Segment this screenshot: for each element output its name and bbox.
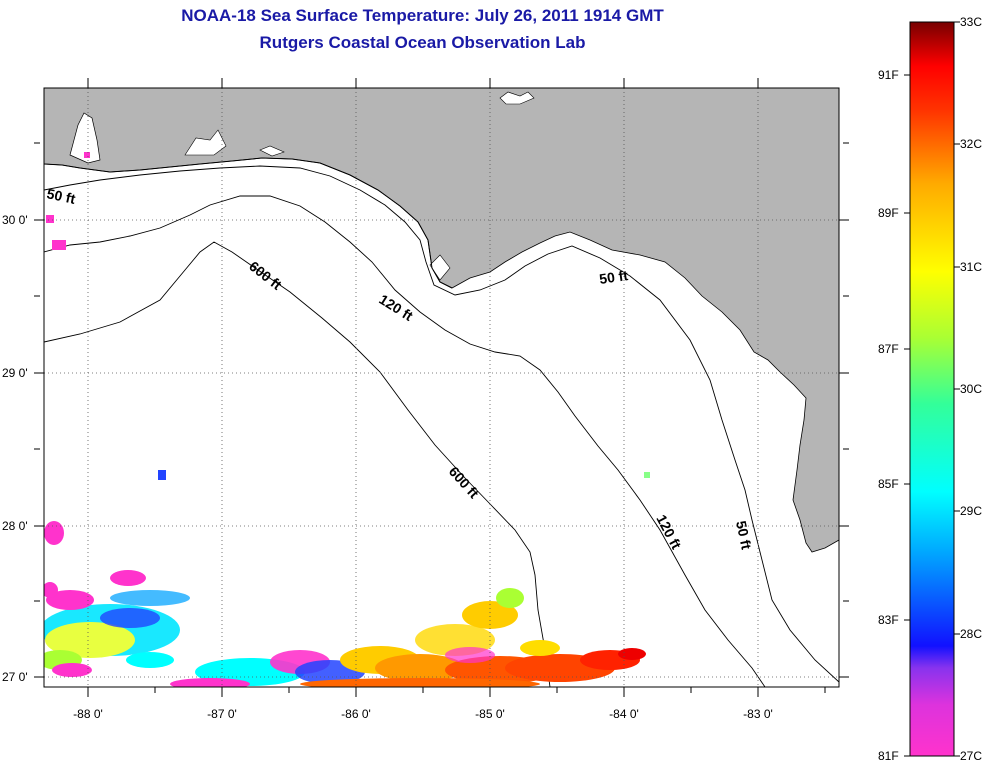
- axis-ticks: [34, 78, 849, 697]
- lon-label: -88 0': [73, 707, 103, 721]
- map-title: NOAA-18 Sea Surface Temperature: July 26…: [181, 6, 664, 25]
- colorbar-fahrenheit-label: 85F: [878, 477, 899, 491]
- colorbar-celsius-label: 28C: [960, 627, 982, 641]
- map-subtitle: Rutgers Coastal Ocean Observation Lab: [259, 33, 586, 52]
- isobath-600ft: [44, 241, 551, 687]
- colorbar-celsius-label: 32C: [960, 137, 982, 151]
- colorbar-ticks: [904, 21, 960, 757]
- lon-label: -87 0': [207, 707, 237, 721]
- graticule: [44, 88, 839, 687]
- sst-patches: [44, 152, 650, 687]
- colorbar-fahrenheit-label: 87F: [878, 342, 899, 356]
- mobile-bay: [69, 112, 101, 164]
- colorbar-celsius-label: 27C: [960, 749, 982, 763]
- lon-label: -85 0': [475, 707, 505, 721]
- lat-label: 28 0': [2, 519, 28, 533]
- colorbar: [909, 21, 955, 757]
- map-frame: [43, 87, 840, 688]
- lat-label: 30 0': [2, 213, 28, 227]
- colorbar-fahrenheit-label: 89F: [878, 206, 899, 220]
- lon-label: -83 0': [743, 707, 773, 721]
- isobath-label: 50 ft: [45, 185, 77, 207]
- lat-label: 29 0': [2, 366, 28, 380]
- coastline: [44, 157, 453, 289]
- isobath-label: 50 ft: [733, 519, 755, 551]
- colorbar-celsius-label: 30C: [960, 382, 982, 396]
- lat-label: 27 0': [2, 670, 28, 684]
- isobath-label: 50 ft: [598, 267, 629, 287]
- colorbar-celsius-label: 31C: [960, 260, 982, 274]
- colorbar-fahrenheit-label: 91F: [878, 68, 899, 82]
- isobath-50ft: [44, 165, 839, 683]
- isobath-120ft: [44, 195, 766, 687]
- colorbar-fahrenheit-label: 83F: [878, 613, 899, 627]
- bay-inlets: [184, 91, 535, 281]
- colorbar-celsius-label: 29C: [960, 504, 982, 518]
- lon-label: -86 0': [341, 707, 371, 721]
- colorbar-celsius-label: 33C: [960, 15, 982, 29]
- colorbar-fahrenheit-label: 81F: [878, 749, 899, 763]
- lon-label: -84 0': [609, 707, 639, 721]
